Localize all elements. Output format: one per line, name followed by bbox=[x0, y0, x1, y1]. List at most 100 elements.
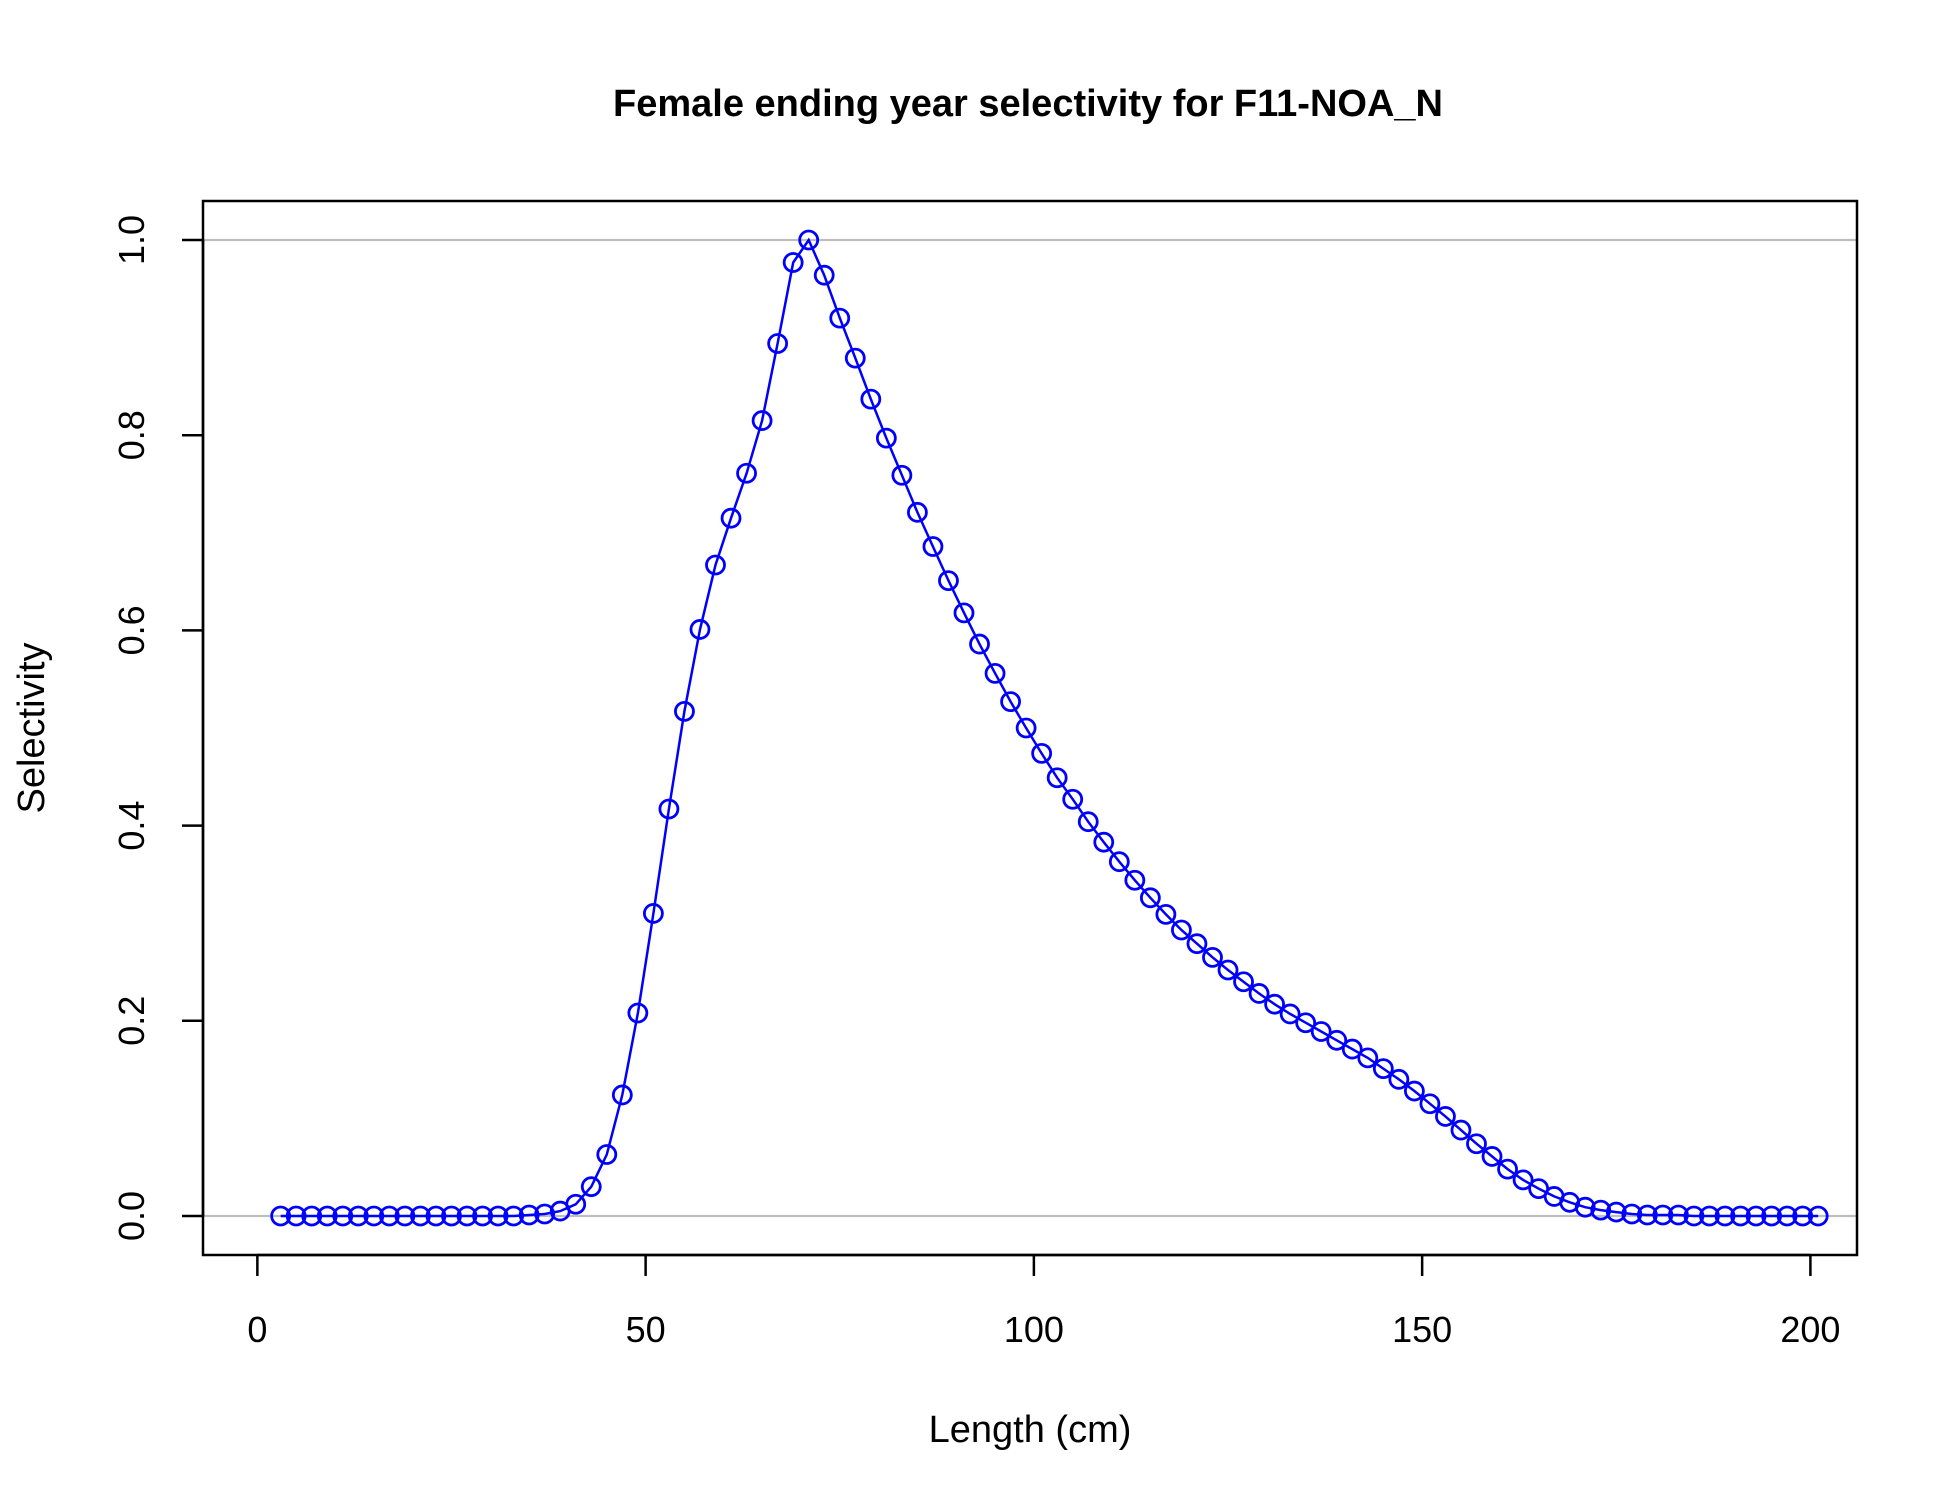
data-point bbox=[1372, 1058, 1394, 1079]
data-point bbox=[1171, 919, 1192, 941]
reference-lines bbox=[203, 238, 1857, 1218]
x-tick-label: 50 bbox=[626, 1309, 666, 1350]
data-point bbox=[503, 1205, 525, 1227]
data-point bbox=[953, 602, 975, 624]
data-point bbox=[1419, 1093, 1441, 1115]
data-point bbox=[332, 1205, 354, 1227]
data-point bbox=[1248, 983, 1270, 1004]
data-point bbox=[1186, 933, 1208, 955]
data-point bbox=[285, 1205, 307, 1227]
data-point bbox=[1745, 1205, 1767, 1227]
data-point bbox=[1621, 1203, 1643, 1225]
data-point bbox=[1512, 1169, 1534, 1191]
data-point bbox=[518, 1204, 540, 1226]
data-point bbox=[1730, 1205, 1751, 1227]
data-point bbox=[1466, 1133, 1487, 1155]
data-point bbox=[642, 903, 664, 924]
series-line bbox=[280, 237, 1819, 1218]
data-point bbox=[689, 619, 711, 640]
data-point bbox=[1636, 1204, 1658, 1226]
data-point bbox=[1714, 1205, 1736, 1227]
data-point bbox=[844, 347, 866, 369]
y-tick-label: 0.6 bbox=[111, 605, 152, 655]
data-point bbox=[1388, 1068, 1410, 1090]
data-point bbox=[270, 1205, 292, 1227]
data-point bbox=[860, 388, 882, 410]
x-axis: 0 50 100 150 200 bbox=[247, 1253, 1840, 1350]
data-point bbox=[1574, 1196, 1596, 1218]
data-point bbox=[487, 1205, 509, 1227]
x-tick-label: 0 bbox=[247, 1309, 267, 1350]
data-point bbox=[969, 633, 990, 655]
y-tick-label: 0.2 bbox=[111, 996, 152, 1046]
data-point bbox=[705, 554, 726, 576]
data-point bbox=[782, 252, 804, 273]
plot-frame bbox=[201, 199, 1859, 1257]
data-point bbox=[1279, 1003, 1301, 1025]
y-tick-label: 1.0 bbox=[111, 215, 152, 265]
data-point bbox=[580, 1176, 602, 1198]
data-point bbox=[456, 1205, 478, 1227]
data-point bbox=[907, 501, 928, 523]
data-point bbox=[534, 1203, 556, 1225]
data-point bbox=[1264, 993, 1286, 1015]
data-point bbox=[1435, 1106, 1456, 1127]
data-point bbox=[1202, 946, 1223, 968]
data-point bbox=[378, 1205, 400, 1227]
y-tick-label: 0.0 bbox=[111, 1191, 152, 1241]
data-point bbox=[1792, 1205, 1814, 1227]
data-point bbox=[1155, 904, 1177, 925]
data-point bbox=[1667, 1204, 1689, 1226]
data-point bbox=[1761, 1205, 1782, 1227]
y-tick-label: 0.8 bbox=[111, 410, 152, 460]
data-point bbox=[565, 1193, 587, 1215]
data-point bbox=[316, 1205, 338, 1227]
data-point bbox=[1000, 691, 1021, 713]
data-point bbox=[1652, 1204, 1674, 1226]
data-point bbox=[1310, 1021, 1332, 1042]
data-point bbox=[363, 1205, 385, 1227]
data-point bbox=[1124, 869, 1146, 891]
data-point bbox=[301, 1205, 323, 1227]
data-point bbox=[472, 1205, 493, 1227]
data-point bbox=[736, 462, 757, 484]
data-point bbox=[627, 1002, 649, 1024]
data-point bbox=[891, 464, 913, 486]
data-point bbox=[875, 427, 897, 449]
data-point bbox=[767, 333, 789, 354]
data-point bbox=[1077, 811, 1099, 833]
data-point bbox=[1046, 767, 1068, 789]
y-axis-label: Selectivity bbox=[11, 642, 53, 813]
data-point bbox=[410, 1205, 431, 1227]
data-point bbox=[1031, 742, 1053, 764]
data-point bbox=[1233, 971, 1254, 993]
data-point bbox=[922, 536, 944, 557]
data-point bbox=[1590, 1199, 1612, 1221]
data-point bbox=[1295, 1012, 1317, 1034]
data-point bbox=[1139, 887, 1161, 909]
data-point bbox=[1497, 1158, 1518, 1180]
data-point bbox=[674, 701, 695, 722]
data-point bbox=[1807, 1205, 1829, 1227]
data-point bbox=[1481, 1146, 1503, 1167]
data-point bbox=[1699, 1205, 1720, 1227]
series-layer bbox=[270, 229, 1829, 1227]
data-point bbox=[829, 307, 851, 329]
x-tick-label: 150 bbox=[1392, 1309, 1452, 1350]
data-point bbox=[1093, 831, 1115, 853]
data-point bbox=[1450, 1119, 1472, 1141]
data-point bbox=[1015, 717, 1037, 739]
data-point bbox=[596, 1144, 618, 1165]
data-point bbox=[394, 1205, 416, 1227]
data-point bbox=[984, 662, 1006, 684]
x-tick-label: 200 bbox=[1780, 1309, 1840, 1350]
chart-title: Female ending year selectivity for F11-N… bbox=[613, 83, 1443, 125]
data-point bbox=[1326, 1029, 1348, 1051]
data-point bbox=[813, 264, 835, 286]
data-point bbox=[1605, 1201, 1627, 1223]
data-point bbox=[1403, 1080, 1425, 1102]
data-point bbox=[441, 1205, 462, 1227]
data-point bbox=[798, 229, 820, 251]
y-axis: 0.0 0.2 0.4 0.6 0.8 1.0 bbox=[111, 215, 205, 1241]
